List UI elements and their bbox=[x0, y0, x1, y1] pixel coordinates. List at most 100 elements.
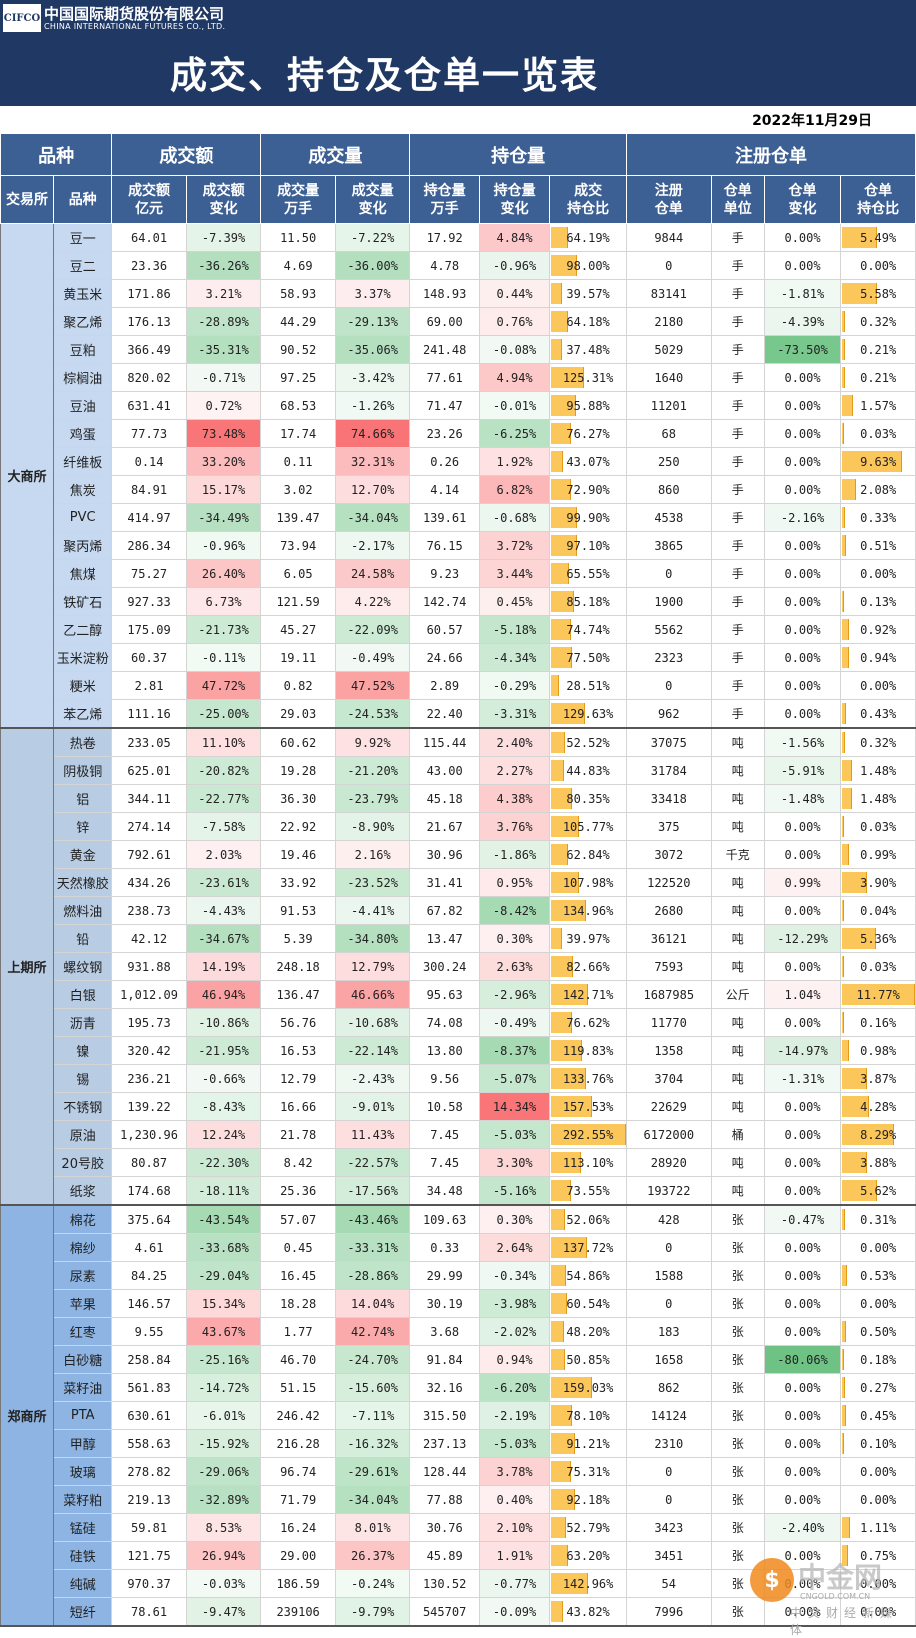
volume-value: 22.92 bbox=[260, 812, 336, 841]
oi-value: 74.08 bbox=[409, 1008, 480, 1037]
volume-value: 16.45 bbox=[260, 1261, 336, 1290]
ratio-value: 82.66% bbox=[566, 959, 610, 974]
variety-name: 黄金 bbox=[53, 840, 113, 869]
warrant-change: -1.56% bbox=[763, 727, 842, 757]
volume-change: -7.22% bbox=[334, 223, 411, 252]
oi-change: 3.72% bbox=[478, 531, 551, 560]
column-header: 成交 持仓比 bbox=[549, 175, 627, 224]
variety-name: 20号胶 bbox=[53, 1148, 113, 1177]
warrant-oi-ratio: 3.90% bbox=[840, 868, 916, 897]
oi-change: 0.94% bbox=[478, 1345, 551, 1374]
table-row: 铝 344.11 -22.77% 36.30 -23.79% 45.18 4.38% 80.3… bbox=[1, 784, 916, 813]
ratio-value: 65.55% bbox=[566, 566, 610, 581]
table-row: 纤维板 0.14 33.20% 0.11 32.31% 0.26 1.92% 43.07% 25… bbox=[1, 447, 916, 476]
warrant-unit: 手 bbox=[710, 279, 765, 308]
turnover-value: 84.25 bbox=[111, 1261, 187, 1290]
column-header: 仓单 持仓比 bbox=[840, 175, 916, 224]
oi-value: 45.18 bbox=[409, 784, 480, 813]
warrant-count: 5029 bbox=[625, 335, 712, 364]
warrant-count: 54 bbox=[625, 1569, 712, 1598]
ratio-value: 0.99% bbox=[860, 847, 897, 862]
oi-change: 3.44% bbox=[478, 559, 551, 588]
ratio-value: 1.48% bbox=[860, 763, 897, 778]
ratio-bar bbox=[551, 675, 560, 696]
oi-change: 0.30% bbox=[478, 924, 551, 953]
turnover-value: 60.37 bbox=[111, 643, 187, 672]
volume-value: 36.30 bbox=[260, 784, 336, 813]
oi-value: 23.26 bbox=[409, 419, 480, 448]
volume-oi-ratio: 74.74% bbox=[549, 615, 627, 644]
warrant-change: 0.00% bbox=[763, 587, 842, 616]
oi-value: 128.44 bbox=[409, 1457, 480, 1486]
ratio-value: 0.94% bbox=[860, 650, 897, 665]
ratio-value: 292.55% bbox=[562, 1127, 614, 1142]
warrant-unit: 吨 bbox=[710, 727, 765, 757]
volume-oi-ratio: 91.21% bbox=[549, 1429, 627, 1458]
ratio-bar bbox=[842, 1209, 846, 1230]
warrant-change: -2.16% bbox=[763, 503, 842, 532]
volume-oi-ratio: 72.90% bbox=[549, 475, 627, 504]
ratio-value: 0.92% bbox=[860, 622, 897, 637]
ratio-value: 0.00% bbox=[860, 1604, 897, 1619]
variety-name: 锡 bbox=[53, 1064, 113, 1093]
volume-oi-ratio: 62.84% bbox=[549, 840, 627, 869]
turnover-change: -43.54% bbox=[185, 1204, 262, 1234]
oi-change: -2.96% bbox=[478, 980, 551, 1009]
variety-name: 不锈钢 bbox=[53, 1092, 113, 1121]
turnover-change: 12.24% bbox=[185, 1120, 262, 1149]
ratio-value: 133.76% bbox=[562, 1071, 614, 1086]
turnover-change: -20.82% bbox=[185, 756, 262, 785]
oi-value: 30.76 bbox=[409, 1513, 480, 1542]
warrant-unit: 手 bbox=[710, 251, 765, 280]
turnover-value: 236.21 bbox=[111, 1064, 187, 1093]
table-row: 短纤 78.61 -9.47% 239106 -9.79% 545707 -0.09% 43.… bbox=[0, 1597, 916, 1627]
oi-value: 45.89 bbox=[409, 1541, 480, 1570]
ratio-value: 43.82% bbox=[566, 1604, 610, 1619]
warrant-oi-ratio: 0.10% bbox=[840, 1429, 916, 1458]
ratio-value: 3.87% bbox=[860, 1071, 897, 1086]
volume-oi-ratio: 39.57% bbox=[549, 279, 627, 308]
oi-change: 3.30% bbox=[478, 1148, 551, 1177]
volume-oi-ratio: 157.53% bbox=[549, 1092, 627, 1121]
oi-value: 67.82 bbox=[409, 896, 480, 925]
volume-change: 47.52% bbox=[334, 671, 411, 700]
ratio-value: 99.90% bbox=[566, 510, 610, 525]
oi-change: -5.18% bbox=[478, 615, 551, 644]
turnover-value: 630.61 bbox=[111, 1401, 187, 1430]
warrant-count: 9844 bbox=[625, 223, 712, 252]
warrant-count: 5562 bbox=[625, 615, 712, 644]
turnover-value: 146.57 bbox=[111, 1289, 187, 1318]
volume-value: 248.18 bbox=[260, 952, 336, 981]
variety-name: 锌 bbox=[53, 812, 113, 841]
variety-name: 乙二醇 bbox=[53, 615, 113, 644]
ratio-bar bbox=[551, 1012, 572, 1033]
warrant-change: 0.99% bbox=[763, 868, 842, 897]
turnover-change: 8.53% bbox=[185, 1513, 262, 1542]
variety-name: 豆粕 bbox=[53, 335, 113, 364]
volume-oi-ratio: 39.97% bbox=[549, 924, 627, 953]
ratio-bar bbox=[551, 451, 564, 472]
volume-change: -34.04% bbox=[334, 1485, 411, 1514]
warrant-count: 37075 bbox=[625, 727, 712, 757]
group-header-turnover: 成交额 bbox=[111, 133, 262, 176]
table-row: 燃料油 238.73 -4.43% 91.53 -4.41% 67.82 -8.42% 134… bbox=[1, 896, 916, 925]
ratio-value: 9.63% bbox=[860, 454, 897, 469]
turnover-value: 278.82 bbox=[111, 1457, 187, 1486]
warrant-count: 2180 bbox=[625, 307, 712, 336]
table-row: 20号胶 80.87 -22.30% 8.42 -22.57% 7.45 3.30% 113.… bbox=[1, 1148, 916, 1177]
oi-change: 0.76% bbox=[478, 307, 551, 336]
warrant-oi-ratio: 0.21% bbox=[840, 335, 916, 364]
table-row: 锌 274.14 -7.58% 22.92 -8.90% 21.67 3.76% 105.77… bbox=[1, 812, 916, 841]
turnover-value: 75.27 bbox=[111, 559, 187, 588]
ratio-bar bbox=[842, 395, 853, 416]
warrant-unit: 张 bbox=[710, 1289, 765, 1318]
column-header: 成交量 万手 bbox=[260, 175, 336, 224]
turnover-change: 47.72% bbox=[185, 671, 262, 700]
volume-change: 2.16% bbox=[334, 840, 411, 869]
turnover-change: -21.73% bbox=[185, 615, 262, 644]
warrant-unit: 手 bbox=[710, 475, 765, 504]
ratio-bar bbox=[551, 1517, 566, 1538]
variety-name: 玉米淀粉 bbox=[53, 643, 113, 672]
volume-oi-ratio: 44.83% bbox=[549, 756, 627, 785]
ratio-bar bbox=[842, 619, 849, 640]
